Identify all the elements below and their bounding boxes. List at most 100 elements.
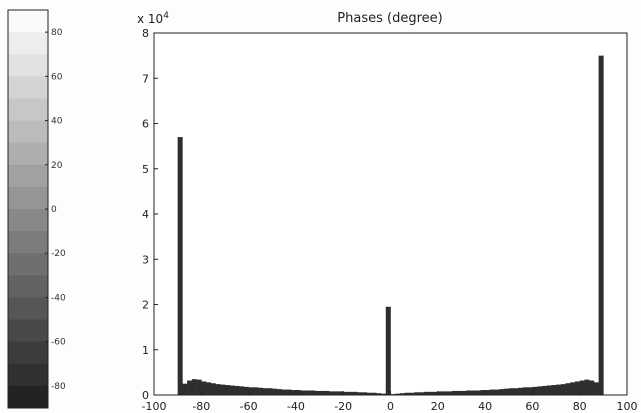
histogram-bar xyxy=(234,385,240,395)
x-tick-label: -100 xyxy=(142,400,167,413)
histogram-bar xyxy=(437,391,443,395)
histogram-bar xyxy=(243,386,249,395)
histogram-bar xyxy=(565,383,571,395)
histogram-bar xyxy=(295,390,301,395)
colorbar-band xyxy=(8,142,48,166)
colorbar-tick-label: 60 xyxy=(51,72,63,82)
histogram-bar xyxy=(276,389,283,395)
colorbar-tick-label: -40 xyxy=(51,293,66,303)
x-tick-label: 40 xyxy=(478,400,492,413)
histogram-bar xyxy=(593,382,599,395)
histogram-bar xyxy=(499,389,505,395)
histogram-bar xyxy=(584,379,590,395)
histogram-bar xyxy=(485,390,491,395)
histogram-bar xyxy=(409,392,415,395)
histogram-bar xyxy=(399,393,405,395)
histogram-bar xyxy=(414,392,420,395)
colorbar-gradient xyxy=(8,10,48,409)
histogram-bar xyxy=(556,384,562,395)
x-tick-label: 80 xyxy=(573,400,587,413)
colorbar-tick-label: -60 xyxy=(51,338,66,348)
histogram-bar xyxy=(187,380,193,395)
colorbar-band xyxy=(8,120,48,144)
histogram-bar xyxy=(196,379,202,395)
histogram-bar xyxy=(366,392,372,395)
histogram-bar xyxy=(447,391,453,395)
histogram-bar xyxy=(267,388,273,395)
histogram-bar xyxy=(489,389,495,395)
histogram-bar xyxy=(418,392,424,395)
histogram-bar xyxy=(456,390,462,395)
histogram-bar xyxy=(589,380,595,395)
histogram-bar xyxy=(522,387,528,395)
colorbar-band xyxy=(8,319,48,343)
x-tick-label: 0 xyxy=(387,400,394,413)
colorbar-tick-label: -20 xyxy=(51,249,66,259)
x-tick-label: 20 xyxy=(431,400,445,413)
histogram-bar xyxy=(579,380,585,395)
histogram-bar xyxy=(191,379,197,395)
y-tick-label: 8 xyxy=(142,27,149,40)
histogram-bar xyxy=(215,384,221,395)
histogram-bar xyxy=(546,385,552,395)
colorbar-tick-label: 80 xyxy=(51,28,63,38)
colorbar-band xyxy=(8,231,48,254)
histogram-bar xyxy=(310,390,316,395)
histogram-bar xyxy=(329,391,335,395)
x-tick-label: 60 xyxy=(525,400,539,413)
y-tick-label: 2 xyxy=(142,299,149,312)
histogram-bar xyxy=(206,382,212,395)
colorbar-tick-label: -80 xyxy=(51,382,66,392)
histogram-bar xyxy=(381,393,387,395)
colorbar-band xyxy=(8,297,48,321)
histogram-bar xyxy=(248,387,254,395)
histogram-plot: -100 -80 -60 -40 -20 0 20 40 60 80 100 0 1 2 3 4 5 6 7 8 P… xyxy=(137,11,638,413)
colorbar-band xyxy=(8,363,48,387)
histogram-bar xyxy=(300,390,306,395)
colorbar-band xyxy=(8,209,48,232)
colorbar-tick-label: 20 xyxy=(51,161,63,171)
y-tick-label: 6 xyxy=(142,118,149,131)
histogram-bar xyxy=(532,386,538,395)
histogram-bar xyxy=(466,390,472,395)
colorbar-band xyxy=(8,164,48,188)
histogram-bar xyxy=(551,385,557,395)
y-tick-label: 4 xyxy=(142,208,149,221)
x-tick-label: -60 xyxy=(240,400,258,413)
histogram-bar xyxy=(570,382,576,395)
colorbar-band xyxy=(8,98,48,122)
colorbar-band xyxy=(8,76,48,99)
colorbar-band xyxy=(8,385,48,409)
x-tick-label: 100 xyxy=(617,400,638,413)
colorbar-band xyxy=(8,32,48,55)
histogram-bar xyxy=(253,387,259,395)
histogram-bar xyxy=(513,388,519,395)
y-exponent-power: 4 xyxy=(163,11,169,21)
y-tick-label: 1 xyxy=(142,344,149,357)
histogram-bar xyxy=(442,391,448,395)
colorbar-tick-label: 40 xyxy=(51,117,63,127)
histogram-bar xyxy=(281,389,287,395)
histogram-bar xyxy=(461,390,467,395)
histogram-bar xyxy=(362,392,368,395)
colorbar-tick-label: 0 xyxy=(51,205,57,215)
histogram-bar xyxy=(347,391,353,395)
histogram-bar xyxy=(598,55,604,396)
histogram-bar xyxy=(333,391,339,395)
histogram-bar xyxy=(258,387,264,395)
histogram-bar xyxy=(319,390,325,395)
histogram-bar xyxy=(376,393,382,395)
histogram-bar xyxy=(541,385,547,395)
histogram-bar xyxy=(324,390,330,395)
y-tick-label: 0 xyxy=(142,389,149,402)
y-tick-label: 5 xyxy=(142,163,149,176)
colorbar-ticks: 80 60 40 20 0 -20 -40 -60 -80 xyxy=(45,28,66,392)
histogram-bar xyxy=(395,393,401,395)
histogram-bar xyxy=(480,390,486,395)
histogram-bar xyxy=(210,383,216,395)
histogram-bar xyxy=(451,390,458,395)
histogram-bar xyxy=(201,381,207,395)
histogram-bars xyxy=(177,55,604,396)
colorbar-band xyxy=(8,10,48,33)
